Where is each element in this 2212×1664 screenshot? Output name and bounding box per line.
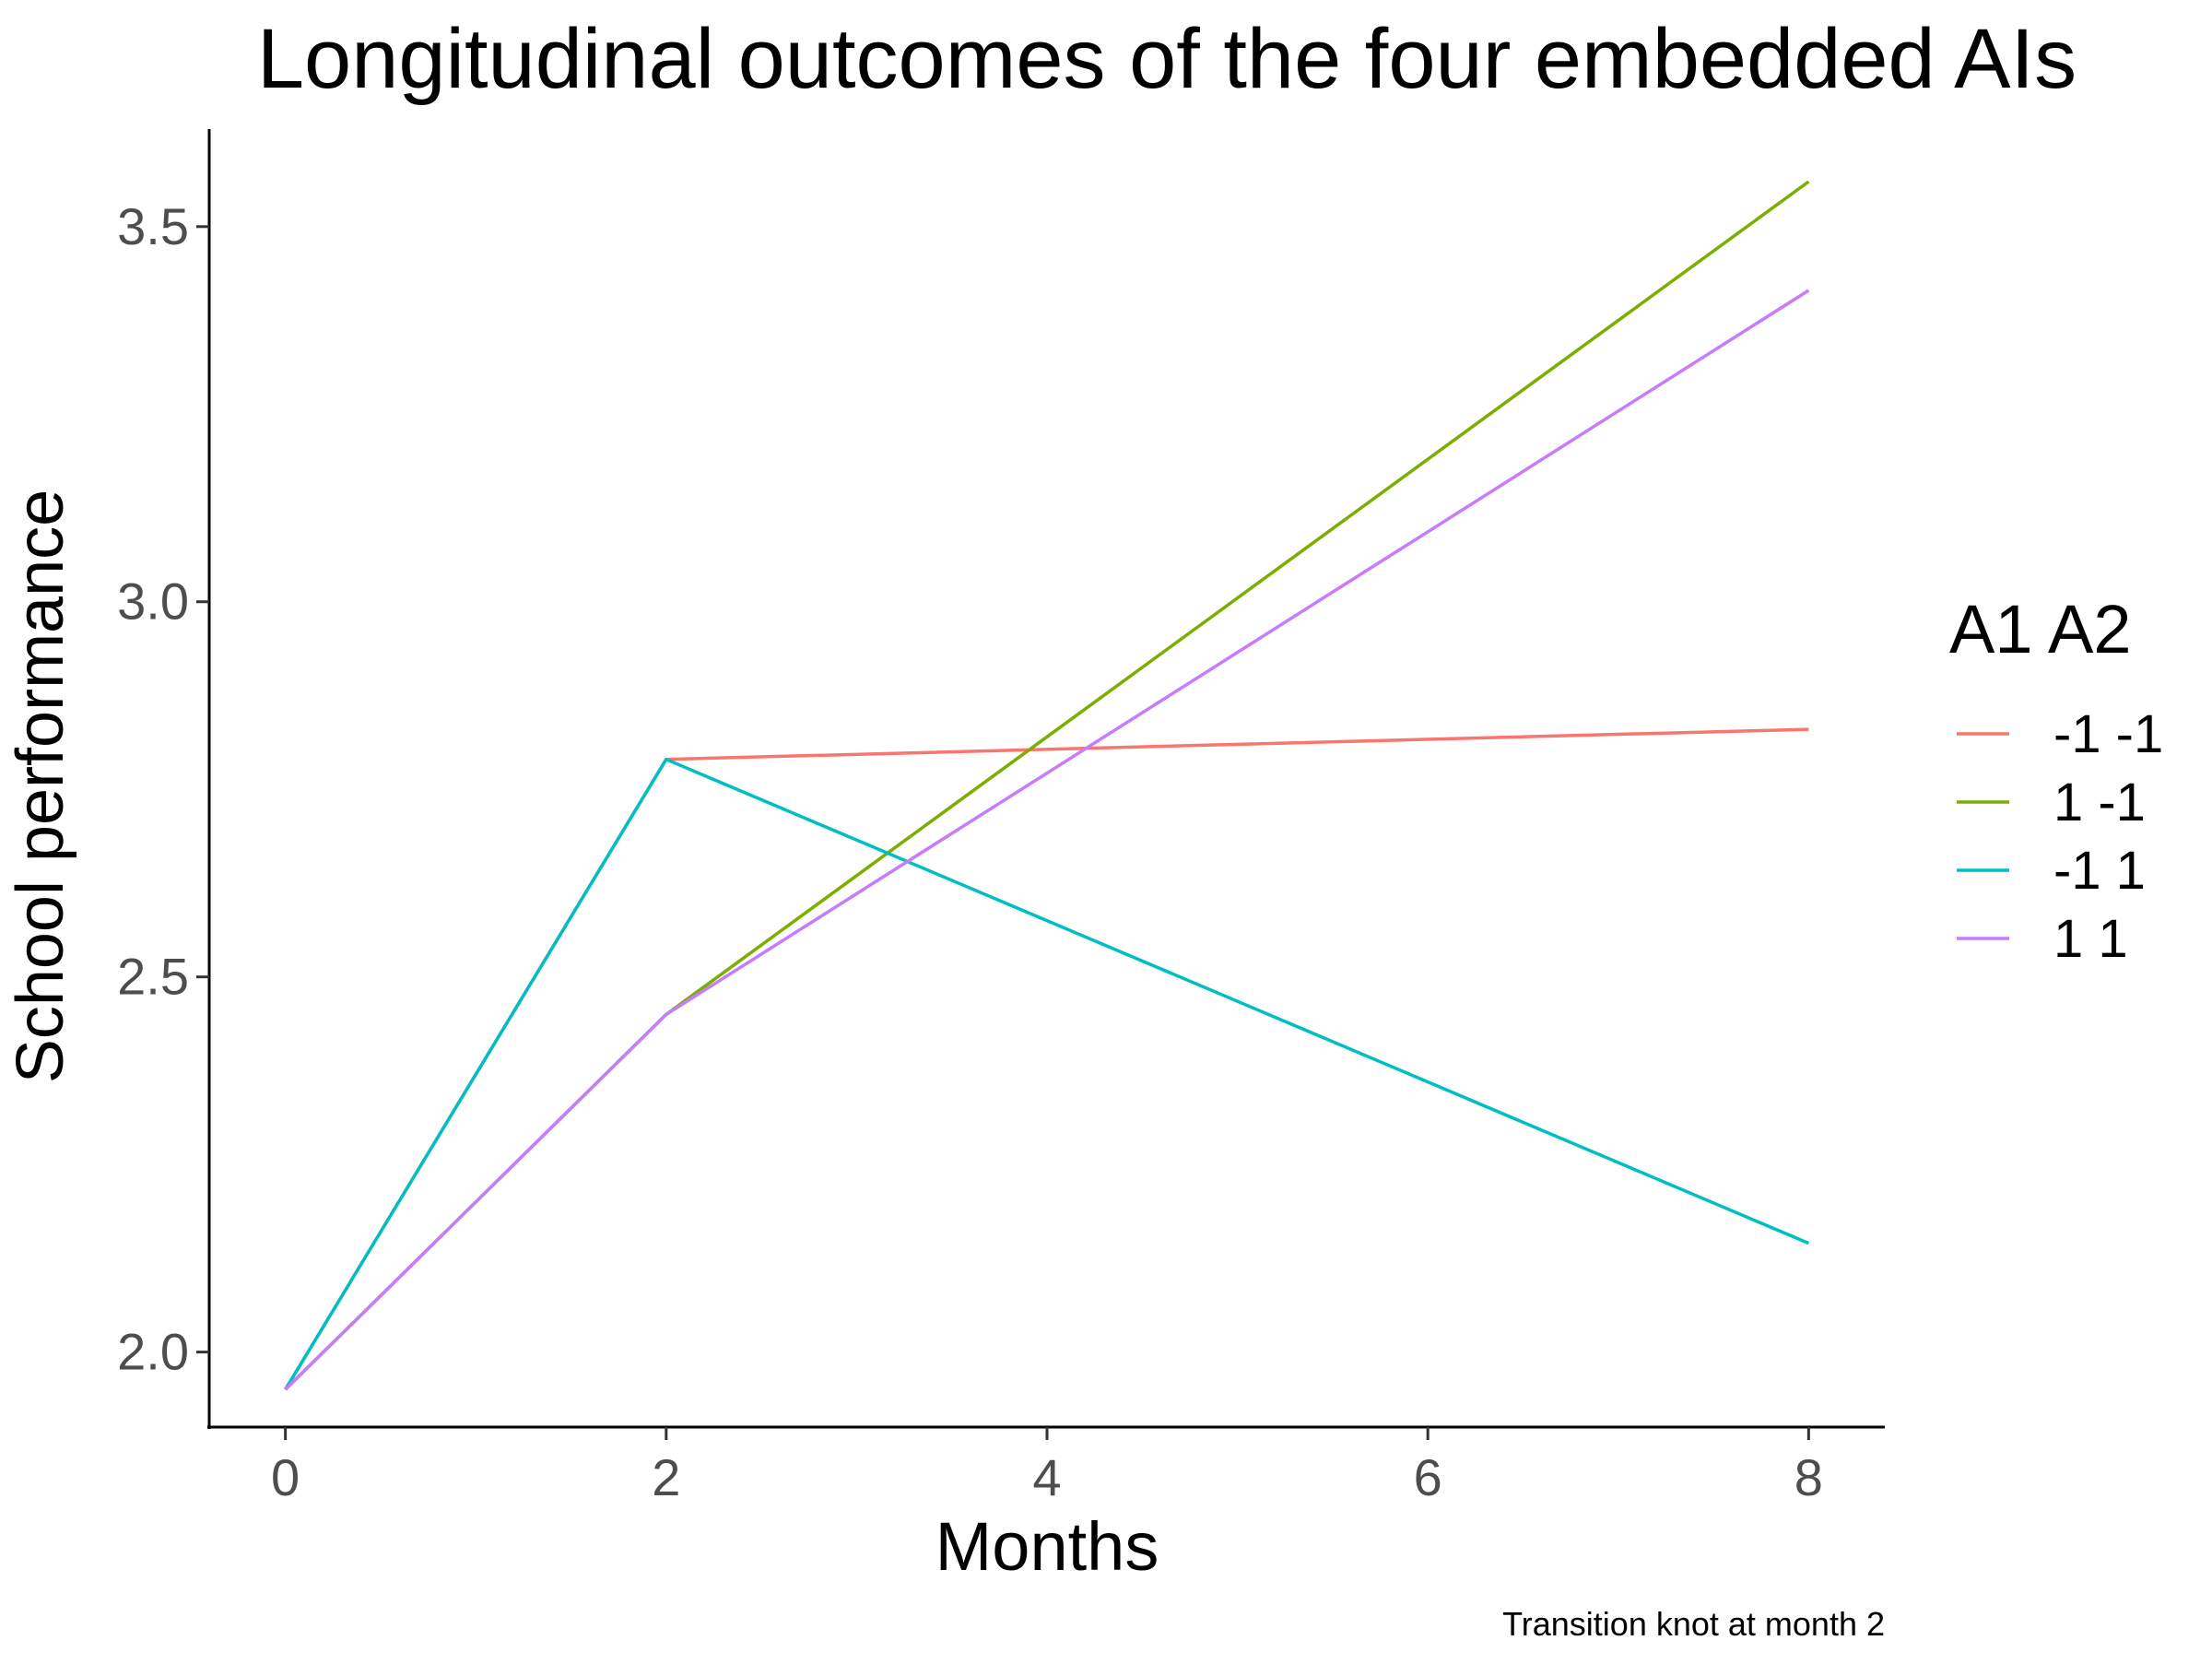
series-line-1 — [284, 727, 1809, 1391]
y-tick-label: 3.5 — [117, 197, 189, 255]
legend-label: -1 1 — [2053, 841, 2146, 901]
x-tick-label: 2 — [652, 1448, 680, 1506]
y-tick-label: 2.5 — [117, 948, 189, 1006]
y-tick-label: 2.0 — [117, 1323, 189, 1381]
x-tick-label: 6 — [1414, 1448, 1442, 1506]
legend-label: 1 -1 — [2053, 773, 2146, 832]
y-axis-label: School performance — [4, 490, 77, 1083]
legend: A1 A2 -1 -1 1 -1 -1 1 1 1 — [1949, 591, 2163, 969]
plot-area: 2.0 2.5 3.0 3.5 0 2 4 6 8 — [117, 129, 1885, 1506]
chart-title: Longitudinal outcomes of the four embedd… — [257, 12, 2077, 106]
x-axis-label: Months — [935, 1508, 1159, 1585]
y-tick-label: 3.0 — [117, 572, 189, 631]
chart-caption: Transition knot at month 2 — [1502, 1605, 1885, 1643]
series-line-2 — [284, 180, 1810, 1391]
x-tick-label: 4 — [1032, 1448, 1061, 1506]
legend-label: -1 -1 — [2053, 704, 2163, 764]
x-tick-label: 8 — [1794, 1448, 1823, 1506]
series-line-4 — [284, 289, 1810, 1391]
series-line-3 — [284, 757, 1810, 1391]
x-tick-label: 0 — [271, 1448, 300, 1506]
legend-label: 1 1 — [2053, 909, 2128, 969]
legend-title: A1 A2 — [1949, 591, 2132, 667]
